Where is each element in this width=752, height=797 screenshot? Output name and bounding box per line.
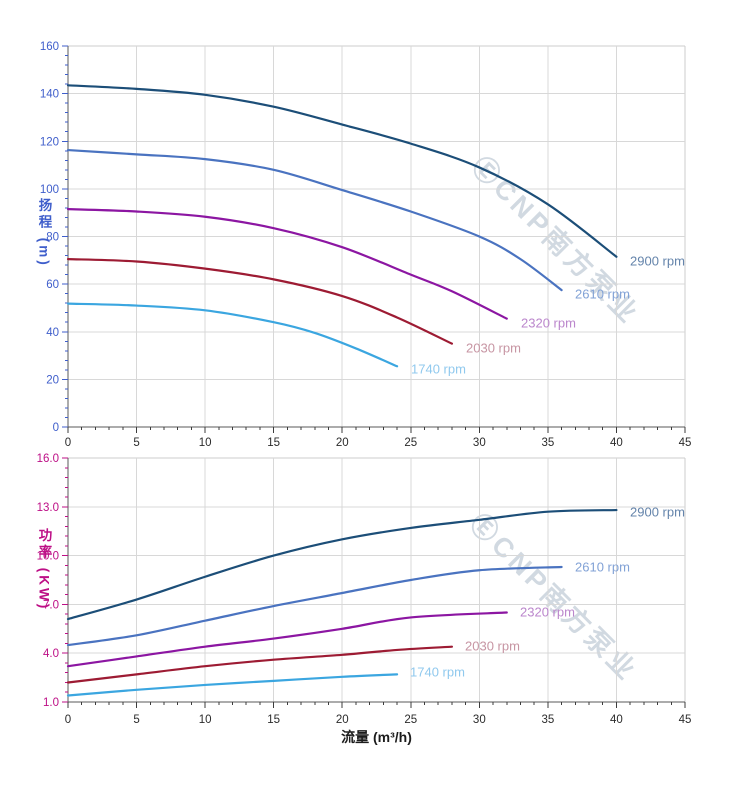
power-x-tick-label: 35 — [541, 714, 554, 726]
head-curve-2030-rpm — [66, 258, 454, 345]
power-x-tick-label: 45 — [679, 714, 692, 726]
head-curve-label-2030-rpm: 2030 rpm — [466, 341, 521, 356]
head-curve-2320-rpm — [66, 208, 508, 320]
head-curve-2610-rpm — [66, 148, 563, 292]
head-x-tick-label: 40 — [610, 437, 623, 449]
power-curve-2030-rpm — [66, 645, 454, 684]
power-curve-label-2320-rpm: 2320 rpm — [520, 605, 575, 620]
power-curve-1740-rpm — [66, 673, 399, 697]
head-y-tick-label: 60 — [46, 279, 59, 291]
power-x-tick-label: 0 — [65, 714, 71, 726]
power-x-tick-label: 25 — [404, 714, 417, 726]
head-curve-label-2900-rpm: 2900 rpm — [630, 254, 685, 269]
head-curve-2900-rpm — [66, 84, 618, 258]
head-y-tick-label: 20 — [46, 374, 59, 386]
power-y-tick-label: 13.0 — [37, 502, 59, 514]
head-curve-label-2610-rpm: 2610 rpm — [575, 287, 630, 302]
head-x-tick-label: 5 — [133, 437, 139, 449]
head-axis-title: 扬程 (m) — [36, 198, 52, 268]
power-curve-2900-rpm — [66, 508, 618, 621]
power-y-tick-label: 10.0 — [37, 551, 59, 563]
power-x-tick-label: 10 — [199, 714, 212, 726]
head-y-tick-label: 160 — [40, 41, 59, 53]
power-x-tick-label: 30 — [473, 714, 486, 726]
head-y-tick-label: 80 — [46, 232, 59, 244]
head-curve-label-2320-rpm: 2320 rpm — [521, 316, 576, 331]
head-chart: 0 20 40 60 80 100 120 140 160 0 5 10 15 20 25 30 35 40 45 2… — [40, 41, 692, 449]
power-axis-title: 功率 (KW) — [36, 528, 52, 612]
power-y-tick-label: 1.0 — [43, 697, 59, 709]
head-y-tick-label: 40 — [46, 327, 59, 339]
power-x-tick-label: 15 — [267, 714, 280, 726]
power-y-tick-label: 4.0 — [43, 648, 59, 660]
power-curve-2320-rpm — [66, 611, 508, 668]
power-curve-label-2900-rpm: 2900 rpm — [630, 505, 685, 520]
head-x-tick-label: 10 — [199, 437, 212, 449]
power-y-tick-label: 7.0 — [43, 599, 59, 611]
power-curve-label-2610-rpm: 2610 rpm — [575, 560, 630, 575]
head-y-tick-label: 0 — [53, 422, 59, 434]
power-x-tick-label: 5 — [133, 714, 139, 726]
power-x-tick-label: 20 — [336, 714, 349, 726]
head-x-tick-label: 25 — [404, 437, 417, 449]
power-curve-label-1740-rpm: 1740 rpm — [410, 665, 465, 680]
head-curve-label-1740-rpm: 1740 rpm — [411, 362, 466, 377]
head-curve-1740-rpm — [66, 302, 399, 368]
head-x-tick-label: 30 — [473, 437, 486, 449]
head-y-tick-label: 120 — [40, 136, 59, 148]
power-chart: 1.0 4.0 7.0 10.0 13.0 16.0 0 5 10 15 20 25 30 35 40 45 2… — [37, 453, 692, 726]
head-y-tick-label: 140 — [40, 89, 59, 101]
head-x-tick-label: 0 — [65, 437, 71, 449]
power-y-tick-label: 16.0 — [37, 453, 59, 465]
power-curve-label-2030-rpm: 2030 rpm — [465, 639, 520, 654]
power-x-tick-label: 40 — [610, 714, 623, 726]
head-x-tick-label: 35 — [541, 437, 554, 449]
head-x-tick-label: 15 — [267, 437, 280, 449]
head-x-tick-label: 20 — [336, 437, 349, 449]
power-curve-2610-rpm — [66, 565, 563, 647]
head-x-tick-label: 45 — [679, 437, 692, 449]
head-y-tick-label: 100 — [40, 184, 59, 196]
flow-axis-title: 流量 (m³/h) — [341, 729, 412, 745]
